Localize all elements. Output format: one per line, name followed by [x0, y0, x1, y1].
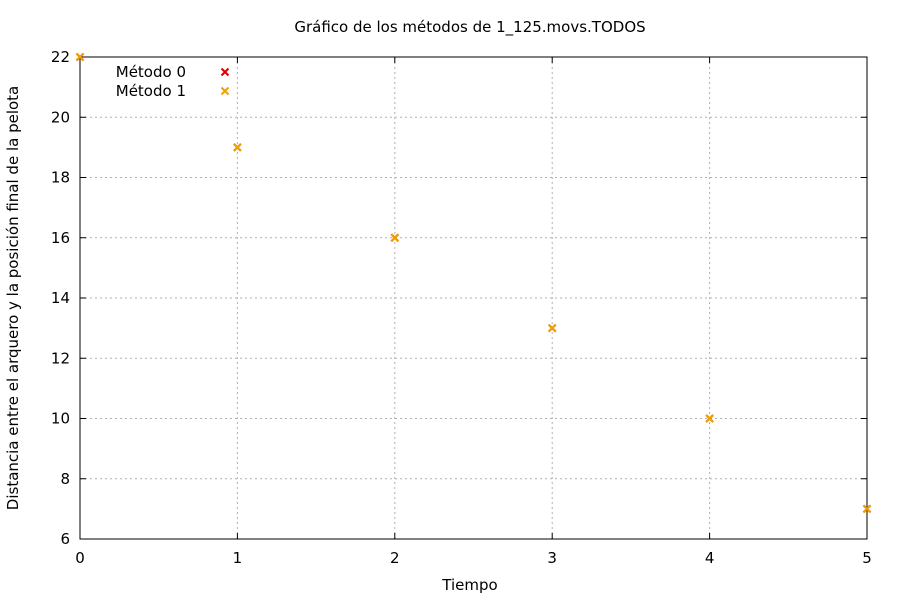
data-point-metodo-1 — [75, 52, 85, 62]
legend-label: Método 1 — [116, 82, 186, 100]
x-axis-label: Tiempo — [441, 576, 497, 594]
y-tick-label: 16 — [51, 229, 70, 247]
axis-ticks — [79, 56, 868, 540]
legend-label: Método 0 — [116, 63, 186, 81]
chart-title: Gráfico de los métodos de 1_125.movs.TOD… — [294, 18, 645, 37]
y-tick-label: 20 — [51, 108, 70, 126]
y-tick-label: 14 — [51, 289, 70, 307]
data-point-metodo-1 — [390, 233, 400, 242]
data-point-metodo-1 — [862, 504, 872, 514]
data-point-metodo-1 — [547, 323, 557, 333]
y-tick-label: 6 — [60, 530, 70, 548]
x-tick-label: 1 — [233, 549, 243, 567]
x-tick-label: 4 — [705, 549, 715, 567]
legend-marker — [220, 67, 230, 77]
data-points — [75, 52, 872, 514]
x-tick-label: 3 — [547, 549, 557, 567]
y-tick-labels: 6 8 10 12 14 16 18 20 22 — [51, 48, 70, 548]
x-tick-label: 5 — [862, 549, 872, 567]
y-tick-label: 22 — [51, 48, 70, 66]
y-tick-label: 18 — [51, 169, 70, 187]
plot-frame — [79, 56, 868, 540]
y-tick-label: 10 — [51, 410, 70, 428]
x-tick-label: 0 — [75, 549, 85, 567]
y-tick-label: 12 — [51, 349, 70, 367]
y-axis-label: Distancia entre el arquero y la posición… — [4, 86, 22, 510]
x-tick-label: 2 — [390, 549, 400, 567]
data-point-metodo-1 — [705, 414, 714, 423]
y-tick-label: 8 — [60, 470, 70, 488]
grid — [80, 57, 867, 539]
legend-marker — [220, 86, 230, 96]
x-tick-labels: 0 1 2 3 4 5 — [75, 549, 872, 567]
data-point-metodo-1 — [233, 143, 242, 152]
